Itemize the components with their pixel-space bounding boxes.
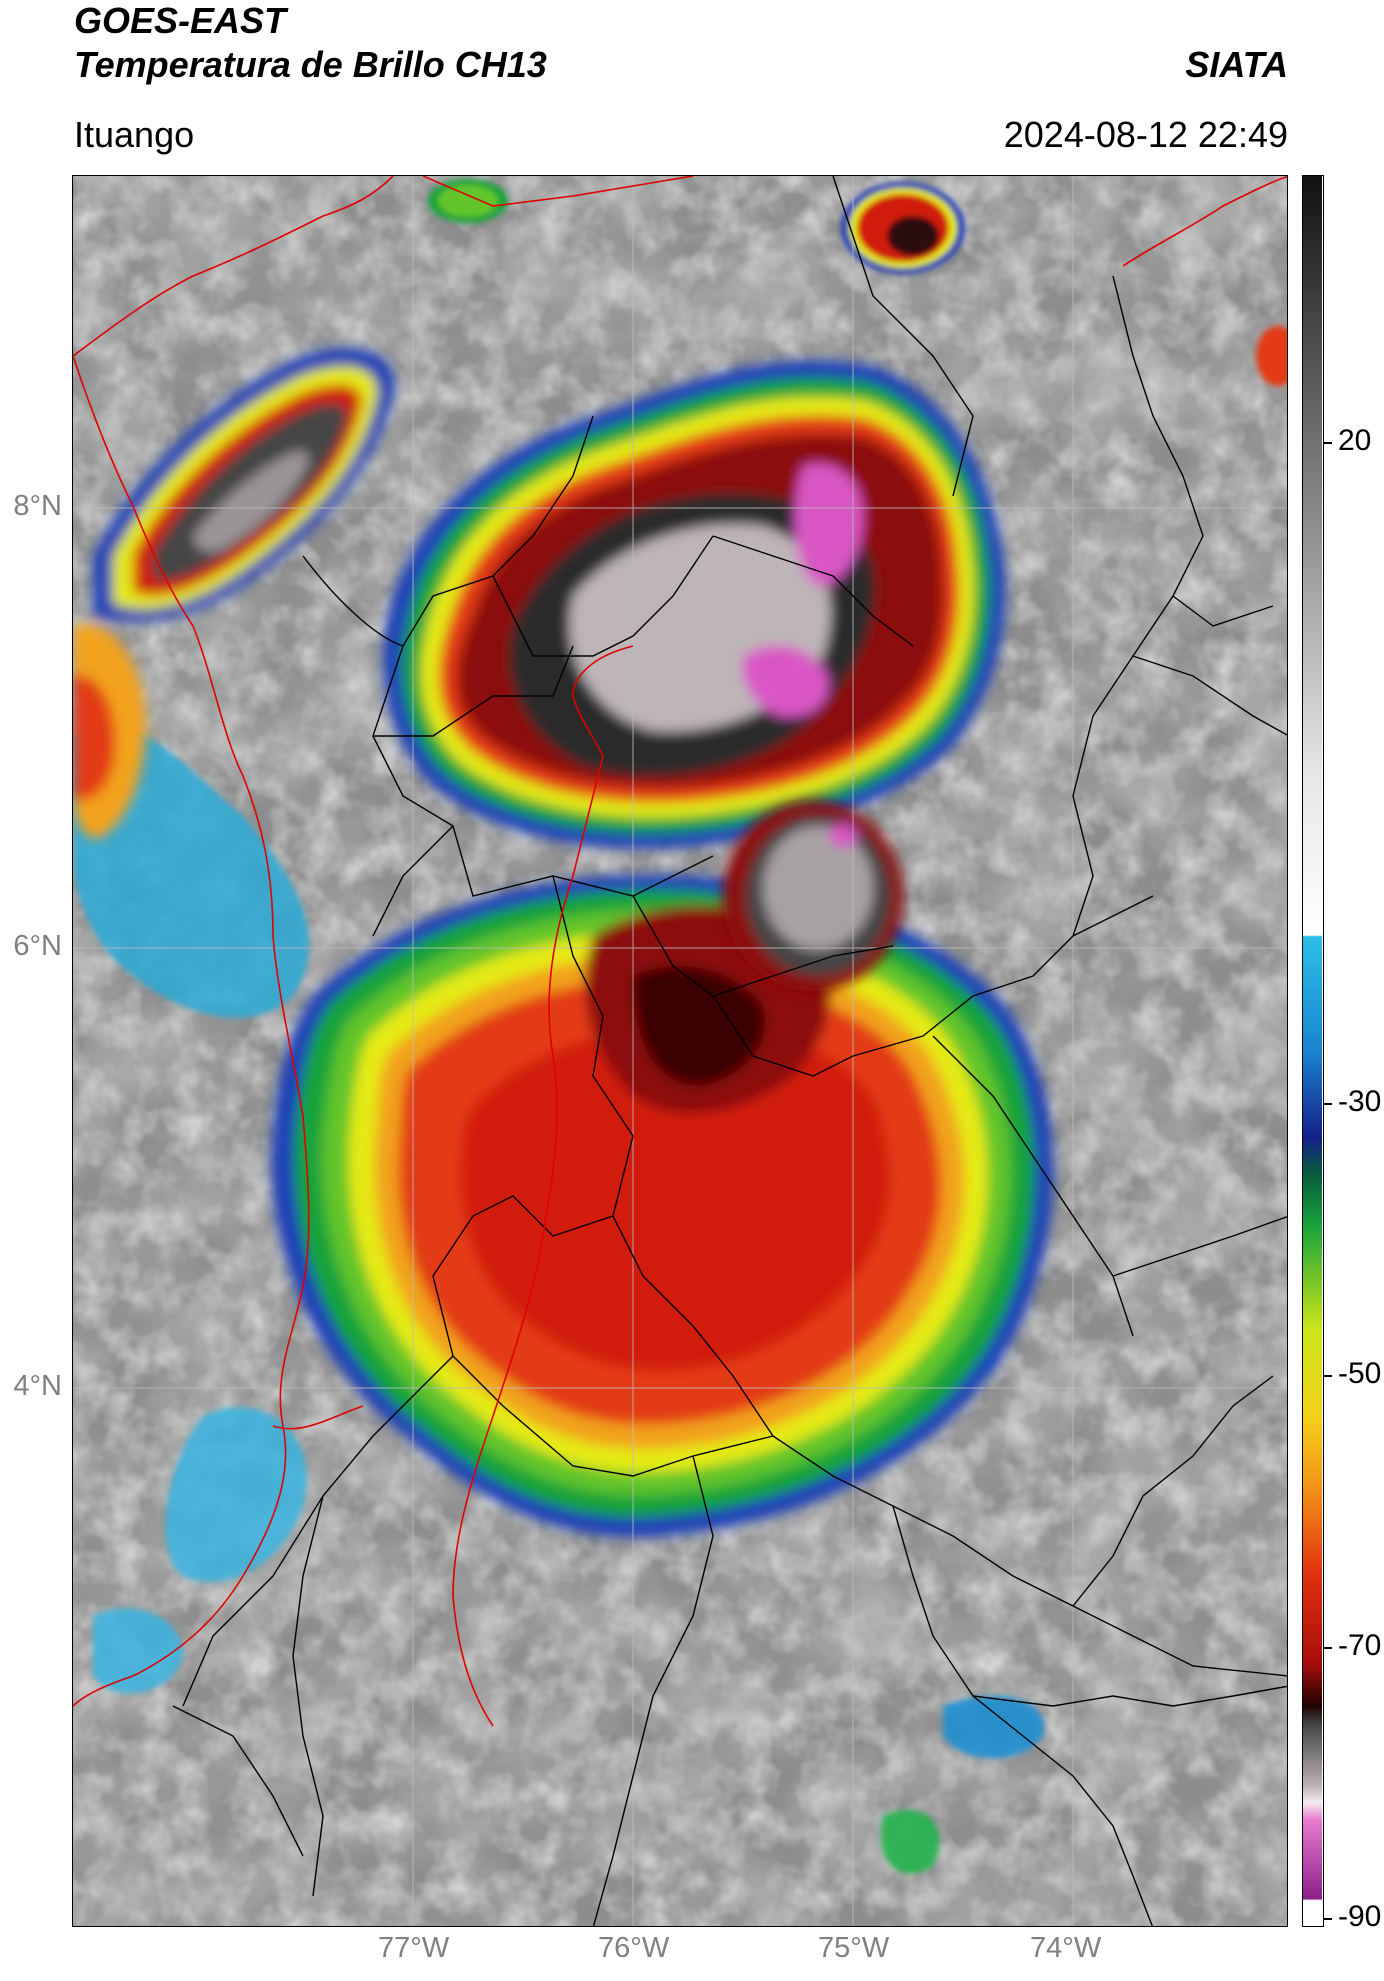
lat-label-6n: 6°N [13, 930, 62, 962]
satellite-map [72, 175, 1288, 1927]
title-satellite: GOES-EAST [74, 0, 287, 41]
colorbar-label-20: 20 [1338, 424, 1372, 457]
convective-cell-northeast [428, 179, 1287, 386]
colorbar [1302, 175, 1324, 1927]
lon-label-77w: 77°W [378, 1932, 450, 1964]
colorbar-tick-minus50 [1324, 1375, 1332, 1377]
colorbar-label-minus30: -30 [1338, 1085, 1382, 1118]
graticule [73, 176, 1287, 1926]
org-name: SIATA [1185, 44, 1288, 85]
lon-label-75w: 75°W [818, 1932, 890, 1964]
colorbar-label-minus50: -50 [1338, 1357, 1382, 1390]
lat-label-4n: 4°N [13, 1370, 62, 1402]
lon-label-76w: 76°W [598, 1932, 670, 1964]
colorbar-tick-minus90 [1324, 1918, 1332, 1920]
convective-system-south [271, 874, 1054, 1538]
colorbar-label-minus70: -70 [1338, 1629, 1382, 1662]
location-name: Ituango [74, 114, 195, 155]
colorbar-gradient [1303, 176, 1322, 1925]
colorbar-tick-minus30 [1324, 1103, 1332, 1105]
convective-system-north [383, 360, 1006, 849]
storm-cell-east [723, 801, 903, 991]
convective-system-northwest [73, 348, 395, 838]
lon-label-74w: 74°W [1030, 1932, 1102, 1964]
title-product: Temperatura de Brillo CH13 [74, 44, 547, 85]
lat-label-8n: 8°N [13, 490, 62, 522]
cloud-patches-west [73, 725, 1045, 1874]
colorbar-tick-20 [1324, 442, 1332, 444]
coastline [73, 176, 1287, 1727]
timestamp: 2024-08-12 22:49 [1003, 114, 1288, 155]
colorbar-tick-minus70 [1324, 1647, 1332, 1649]
colorbar-label-minus90: -90 [1338, 1900, 1382, 1933]
admin-borders [172, 176, 1287, 1926]
map-svg [73, 176, 1287, 1926]
